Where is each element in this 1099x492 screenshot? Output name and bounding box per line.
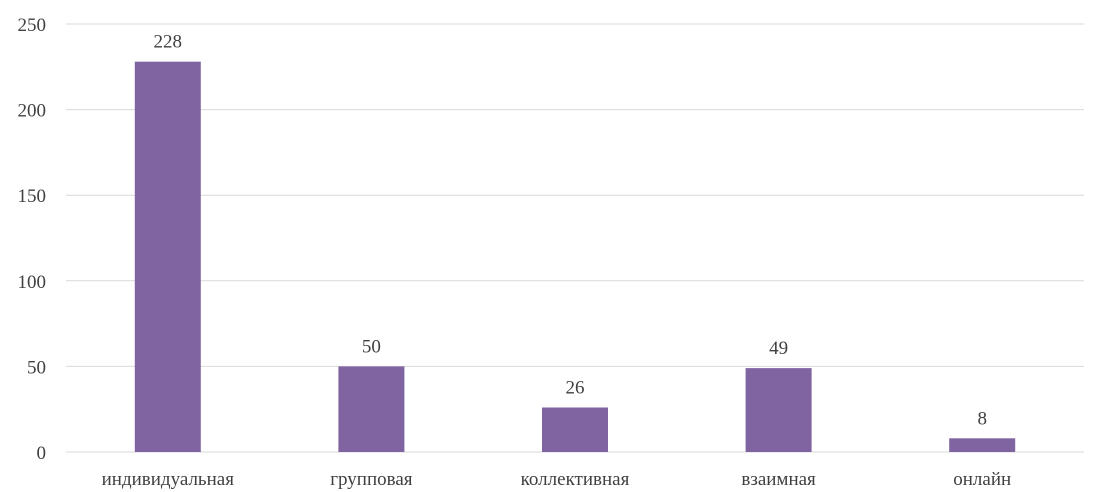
x-category-label-3: коллективная: [521, 469, 630, 490]
y-tick-label-250: 250: [18, 15, 47, 36]
data-labels: 228 50 26 49 8: [154, 32, 987, 430]
x-axis-category-labels: индивидуальная групповая коллективная взаим…: [102, 469, 1012, 490]
y-tick-label-50: 50: [27, 357, 46, 378]
data-label-5: 8: [977, 408, 987, 429]
bar-4: [745, 368, 812, 452]
gridlines: [66, 23, 1084, 453]
bars: [134, 61, 1016, 452]
y-tick-label-200: 200: [18, 101, 47, 122]
y-axis-tick-labels: 0 50 100 150 200 250: [18, 15, 47, 464]
data-label-4: 49: [769, 338, 788, 359]
y-tick-label-100: 100: [18, 272, 47, 293]
data-label-1: 228: [154, 32, 183, 53]
bar-2: [338, 366, 405, 452]
y-tick-label-0: 0: [37, 443, 47, 464]
bar-3: [542, 407, 608, 452]
x-category-label-5: онлайн: [953, 469, 1011, 490]
x-category-label-2: групповая: [330, 469, 413, 490]
bar-1: [134, 61, 201, 452]
x-category-label-4: взаимная: [741, 469, 816, 490]
x-category-label-1: индивидуальная: [102, 469, 235, 490]
data-label-2: 50: [362, 336, 381, 357]
data-label-3: 26: [566, 377, 585, 398]
y-tick-label-150: 150: [18, 186, 47, 207]
bar-5: [949, 438, 1016, 452]
